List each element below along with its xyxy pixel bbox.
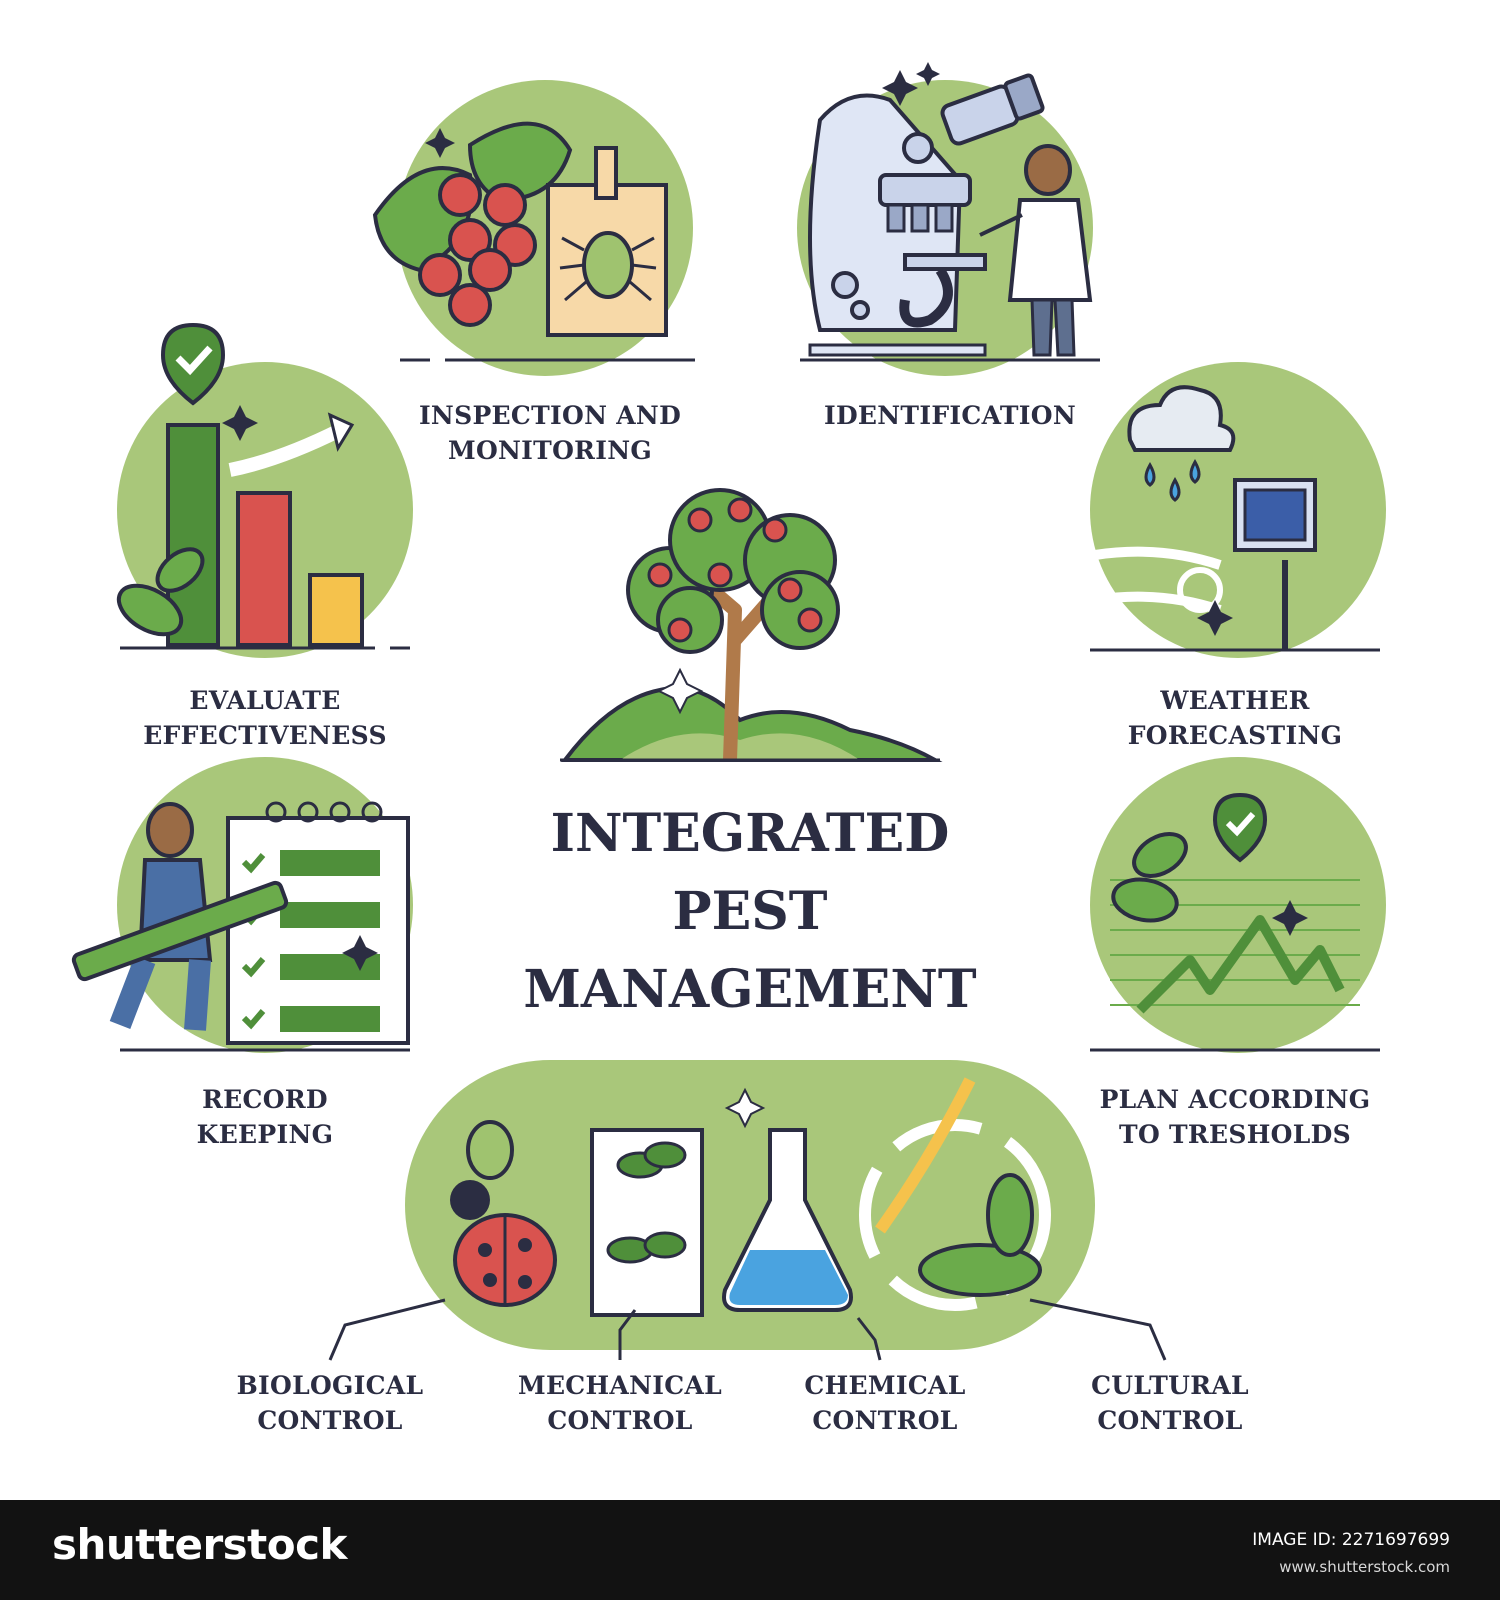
identification-icon bbox=[797, 62, 1100, 376]
biological-control-label-line: BIOLOGICAL bbox=[236, 1371, 424, 1400]
chemical-control-icon bbox=[722, 1087, 853, 1312]
record-label: RECORD KEEPING bbox=[115, 1082, 415, 1152]
mechanical-control-label-line: CONTROL bbox=[547, 1406, 693, 1435]
mechanical-control-icon bbox=[590, 1128, 704, 1317]
mechanical-control-label: MECHANICAL CONTROL bbox=[495, 1368, 745, 1438]
chemical-control-label-line: CONTROL bbox=[812, 1406, 958, 1435]
mechanical-control-label-line: MECHANICAL bbox=[517, 1371, 723, 1400]
inspection-label: INSPECTION AND MONITORING bbox=[400, 398, 700, 468]
record-icon bbox=[71, 757, 413, 1053]
cultural-control-icon bbox=[859, 1077, 1051, 1311]
plan-label: PLAN ACCORDING TO TRESHOLDS bbox=[1085, 1082, 1385, 1152]
cultural-control-label-line: CONTROL bbox=[1097, 1406, 1243, 1435]
identification-label: IDENTIFICATION bbox=[800, 398, 1100, 433]
record-label-line: RECORD bbox=[202, 1085, 328, 1114]
site-url: www.shutterstock.com bbox=[1279, 1558, 1450, 1576]
footer-bar: shutterstock IMAGE ID: 2271697699 www.sh… bbox=[0, 1500, 1500, 1600]
evaluate-label: EVALUATE EFFECTIVENESS bbox=[115, 683, 415, 753]
brand-logo: shutterstock bbox=[52, 1520, 347, 1569]
title-line: MANAGEMENT bbox=[523, 959, 977, 1020]
weather-label: WEATHER FORECASTING bbox=[1085, 683, 1385, 753]
identification-label-line: IDENTIFICATION bbox=[823, 401, 1077, 430]
biological-control-icon bbox=[450, 1120, 557, 1307]
inspection-label-line: MONITORING bbox=[447, 436, 653, 465]
title-line: INTEGRATED bbox=[550, 803, 950, 864]
inspection-icon bbox=[372, 80, 695, 376]
cultural-control-label-line: CULTURAL bbox=[1091, 1371, 1249, 1400]
title-line: PEST bbox=[672, 881, 828, 942]
plan-label-line: PLAN ACCORDING bbox=[1099, 1085, 1371, 1114]
weather-icon bbox=[1090, 362, 1386, 658]
weather-label-line: FORECASTING bbox=[1127, 721, 1343, 750]
page-title: INTEGRATED PEST MANAGEMENT bbox=[450, 795, 1050, 1029]
inspection-label-line: INSPECTION AND bbox=[418, 401, 682, 430]
ipm-diagram bbox=[71, 62, 1386, 1361]
evaluate-label-line: EFFECTIVENESS bbox=[143, 721, 387, 750]
controls-panel bbox=[328, 1060, 1167, 1361]
evaluate-icon bbox=[116, 322, 413, 658]
biological-control-label-line: CONTROL bbox=[257, 1406, 403, 1435]
evaluate-label-line: EVALUATE bbox=[189, 686, 341, 715]
weather-label-line: WEATHER bbox=[1160, 686, 1310, 715]
cultural-control-label: CULTURAL CONTROL bbox=[1050, 1368, 1290, 1438]
chemical-control-label: CHEMICAL CONTROL bbox=[770, 1368, 1000, 1438]
plan-icon bbox=[1090, 757, 1386, 1053]
chemical-control-label-line: CHEMICAL bbox=[804, 1371, 966, 1400]
plan-label-line: TO TRESHOLDS bbox=[1119, 1120, 1351, 1149]
record-label-line: KEEPING bbox=[196, 1120, 334, 1149]
biological-control-label: BIOLOGICAL CONTROL bbox=[210, 1368, 450, 1438]
image-id-text: IMAGE ID: 2271697699 bbox=[1252, 1530, 1450, 1550]
tree-icon bbox=[560, 488, 943, 762]
